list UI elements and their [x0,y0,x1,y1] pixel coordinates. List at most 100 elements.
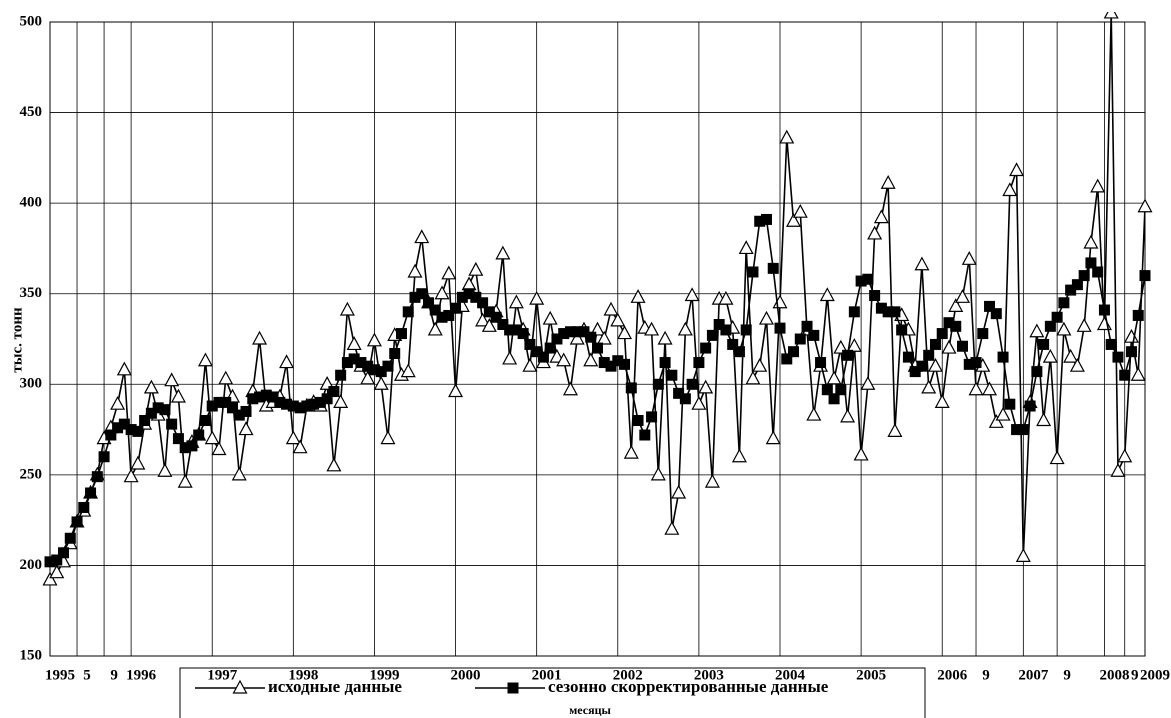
square-marker [848,306,860,318]
x-tick-label: 1997 [207,667,238,683]
triangle-marker [603,301,619,316]
triangle-marker [792,203,808,218]
triangle-marker [1076,318,1092,332]
square-marker [91,471,103,483]
square-marker [389,347,401,359]
triangle-marker [380,430,396,445]
square-marker [625,382,637,394]
square-marker [673,387,685,399]
triangle-marker [684,287,700,302]
square-marker [598,357,610,369]
square-marker [929,338,941,350]
square-marker [240,405,252,417]
square-marker [382,360,394,372]
square-marker [105,429,117,441]
square-marker [429,304,441,316]
square-marker [44,556,56,568]
triangle-marker [745,370,761,385]
square-marker [957,340,968,352]
square-marker [504,324,516,336]
square-marker [821,384,833,396]
series-line [49,12,1146,581]
square-marker [227,402,238,414]
square-marker [652,378,664,390]
square-marker [118,418,130,430]
triangle-marker [860,376,876,390]
square-marker [794,333,806,345]
square-marker [612,355,624,367]
triangle-marker [522,357,538,372]
square-marker [456,291,468,303]
triangle-marker [366,332,382,347]
square-marker [984,300,996,312]
square-marker [477,297,489,309]
triangle-marker [529,290,545,305]
square-marker [1024,400,1036,412]
square-marker [842,349,854,361]
square-marker [51,554,63,566]
triangle-marker [360,370,376,385]
triangle-marker [731,448,747,463]
square-marker [294,402,306,414]
square-marker [686,378,698,390]
square-marker [1038,338,1050,350]
triangle-marker [441,265,457,280]
triangle-marker [1042,348,1058,363]
triangle-marker [1015,548,1031,562]
square-marker [788,346,800,358]
square-marker [896,324,908,336]
square-marker [98,451,110,463]
triangle-marker [1090,178,1106,193]
square-marker [544,342,556,354]
square-marker [727,338,739,350]
square-marker [58,547,70,559]
triangle-marker [819,287,835,302]
triangle-marker [704,473,720,488]
square-marker [281,398,293,410]
square-marker [781,353,793,365]
square-marker [71,516,83,528]
square-marker [943,317,955,329]
square-marker [395,328,407,340]
square-marker [537,351,549,363]
triangle-marker [157,462,173,477]
triangle-marker [846,337,862,352]
square-marker [470,291,482,303]
x-tick-label: 1998 [288,667,318,683]
triangle-marker [407,263,423,278]
triangle-marker [650,466,666,481]
triangle-marker [988,414,1004,428]
triangle-marker [468,261,484,276]
x-tick-label: 2003 [694,667,724,683]
triangle-marker [130,455,146,470]
triangle-marker [1096,316,1112,331]
triangle-marker [123,468,139,483]
square-marker [301,400,313,412]
square-marker [571,326,583,338]
square-marker [1017,424,1029,436]
square-marker [923,349,935,361]
square-marker [335,369,347,381]
square-marker [220,396,232,408]
triangle-marker [948,298,964,312]
square-marker [1065,284,1077,296]
triangle-marker [110,395,126,410]
x-tick-label: 9 [982,667,990,683]
square-marker [585,331,597,343]
square-marker [1071,279,1083,291]
triangle-marker [772,294,788,309]
triangle-marker [1103,12,1119,19]
triangle-marker [617,325,633,340]
triangle-marker [961,251,977,265]
triangle-marker [786,212,802,227]
square-marker [328,386,340,398]
x-axis-title: месяцы [569,703,611,717]
square-marker [950,320,962,332]
square-marker [166,418,178,430]
square-marker [902,351,914,363]
triangle-marker [346,336,362,351]
y-tick-label: 250 [20,466,43,482]
square-marker [132,425,144,437]
triangle-marker [914,256,930,271]
triangle-marker [779,129,795,144]
